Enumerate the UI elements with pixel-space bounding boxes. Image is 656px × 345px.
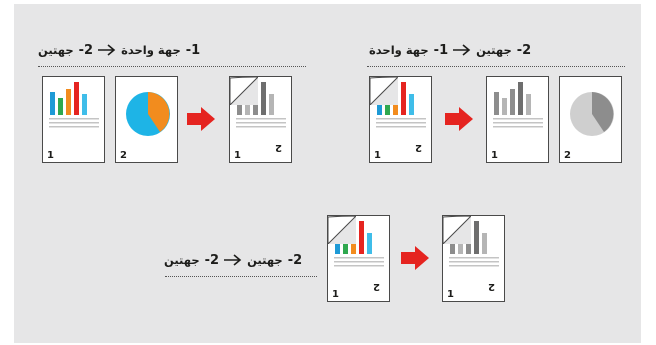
page-number: 1 xyxy=(447,289,454,300)
bottom-output-duplex-page: 1 2 xyxy=(442,215,505,302)
right-mode-header: 2- جهتين 1- جهة واحدة xyxy=(369,40,531,60)
left-mode-header: 1- جهة واحدة 2- جهتين xyxy=(38,40,200,60)
page-number: 1 xyxy=(234,150,241,161)
page-number: 1 xyxy=(332,289,339,300)
page-number: 1 xyxy=(491,150,498,161)
left-from-number: 1- xyxy=(185,42,201,58)
right-to-label: جهة واحدة xyxy=(369,43,429,57)
page-curl-icon xyxy=(230,77,258,105)
right-divider xyxy=(367,66,625,67)
back-page-number: 2 xyxy=(415,142,422,153)
bottom-mode-header: 2- جهتين 2- جهتين xyxy=(164,250,302,270)
right-output-page-1: 1 xyxy=(486,76,549,163)
left-divider xyxy=(38,66,306,67)
page-curl-icon xyxy=(328,216,356,244)
page-curl-icon xyxy=(370,77,398,105)
left-original-page-1: 1 xyxy=(42,76,105,163)
color-pie-chart-icon xyxy=(126,92,170,136)
page-number: 1 xyxy=(47,150,54,161)
left-to-number: 2- xyxy=(78,42,94,58)
right-from-label: جهتين xyxy=(476,43,512,57)
right-arrow-icon xyxy=(224,254,242,266)
right-output-page-2: 2 xyxy=(559,76,622,163)
right-arrow-icon xyxy=(453,44,471,56)
right-arrow-icon xyxy=(98,44,116,56)
red-arrow-icon xyxy=(445,107,473,131)
diagram-panel: 1- جهة واحدة 2- جهتين 1 2 1 2 2- جهتين 1… xyxy=(14,4,641,343)
page-curl-icon xyxy=(443,216,471,244)
left-output-duplex-page: 1 2 xyxy=(229,76,292,163)
back-page-number: 2 xyxy=(488,281,495,292)
back-page-number: 2 xyxy=(275,142,282,153)
bottom-from-number: 2- xyxy=(287,252,303,268)
left-from-label: جهة واحدة xyxy=(121,43,181,57)
right-to-number: 1- xyxy=(433,42,449,58)
red-arrow-icon xyxy=(187,107,215,131)
red-arrow-icon xyxy=(401,246,429,270)
page-number: 2 xyxy=(120,150,127,161)
right-from-number: 2- xyxy=(516,42,532,58)
bottom-to-label: جهتين xyxy=(164,253,200,267)
page-number: 1 xyxy=(374,150,381,161)
page-number: 2 xyxy=(564,150,571,161)
left-to-label: جهتين xyxy=(38,43,74,57)
back-page-number: 2 xyxy=(373,281,380,292)
left-original-page-2: 2 xyxy=(115,76,178,163)
right-original-duplex-page: 1 2 xyxy=(369,76,432,163)
gray-pie-chart-icon xyxy=(570,92,614,136)
bottom-to-number: 2- xyxy=(204,252,220,268)
bottom-divider xyxy=(165,276,317,277)
bottom-original-duplex-page: 1 2 xyxy=(327,215,390,302)
bottom-from-label: جهتين xyxy=(247,253,283,267)
